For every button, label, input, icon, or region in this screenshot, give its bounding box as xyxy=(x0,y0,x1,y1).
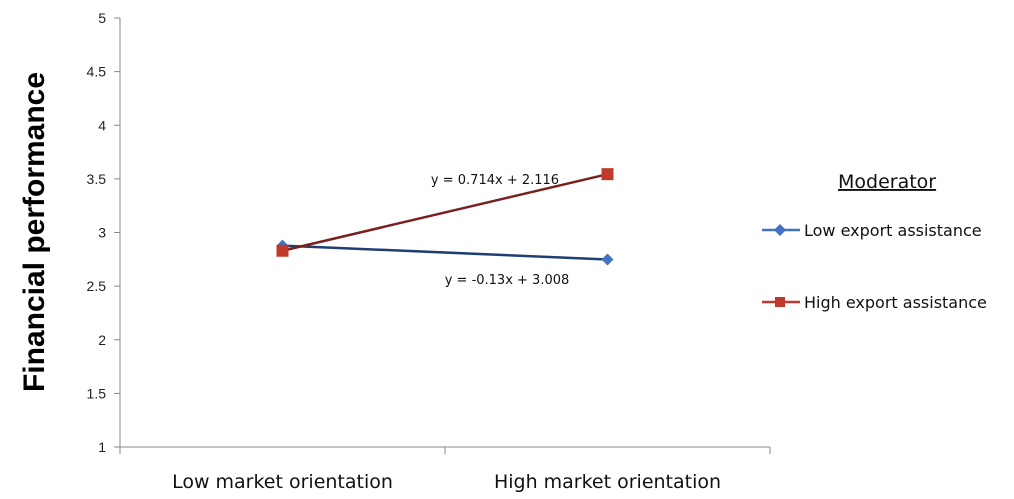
series-line xyxy=(282,172,608,252)
legend-title: Moderator xyxy=(838,171,936,193)
x-category-label: Low market orientation xyxy=(172,471,393,493)
x-category-label: High market orientation xyxy=(494,471,721,493)
y-tick-label: 3.5 xyxy=(87,171,107,187)
legend-label: High export assistance xyxy=(804,293,987,312)
trendline-equation: y = -0.13x + 3.008 xyxy=(445,273,570,288)
series-line xyxy=(282,244,608,261)
legend-label: Low export assistance xyxy=(804,221,982,240)
y-axis-label: Financial performance xyxy=(18,72,51,392)
series-markers xyxy=(276,168,614,266)
data-point-square xyxy=(276,244,289,257)
data-point-square xyxy=(601,168,614,181)
y-tick-labels: 1 1.5 2 2.5 3 3.5 4 4.5 5 xyxy=(87,10,107,455)
y-tick-label: 2 xyxy=(98,332,106,348)
y-tick-label: 4 xyxy=(98,117,106,133)
legend: Moderator Low export assistance High expo… xyxy=(762,171,987,312)
x-category-labels: Low market orientation High market orient… xyxy=(172,471,721,493)
series-lines xyxy=(282,172,608,261)
trendline-equations: y = -0.13x + 3.008 y = 0.714x + 2.116 xyxy=(431,173,569,288)
legend-marker-diamond xyxy=(774,224,786,236)
y-tick-label: 3 xyxy=(98,225,106,241)
trendline-equation: y = 0.714x + 2.116 xyxy=(431,173,559,188)
data-point-diamond xyxy=(601,253,614,266)
y-tick-label: 4.5 xyxy=(87,64,107,80)
y-tick-label: 1.5 xyxy=(87,385,107,401)
axes xyxy=(114,17,771,454)
y-tick-label: 1 xyxy=(98,439,106,455)
legend-marker-square xyxy=(775,297,785,307)
y-tick-label: 5 xyxy=(98,10,106,26)
y-tick-label: 2.5 xyxy=(87,278,107,294)
